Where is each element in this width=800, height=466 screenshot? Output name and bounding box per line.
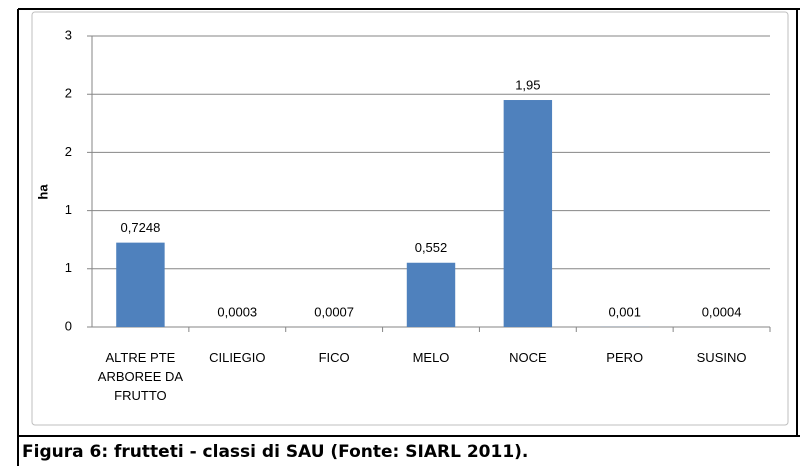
y-tick-label: 1 [65, 202, 72, 217]
data-label: 0,552 [415, 240, 448, 255]
data-label: 1,95 [515, 77, 540, 92]
bar [116, 242, 165, 327]
data-label: 0,0007 [314, 304, 354, 319]
data-label: 0,0003 [217, 304, 257, 319]
chart-area [31, 11, 789, 426]
y-tick-label: 2 [65, 86, 72, 101]
data-label: 0,001 [608, 304, 641, 319]
y-tick-label: 3 [65, 27, 72, 42]
bar [503, 100, 553, 328]
x-tick-label: ALTRE PTE ARBOREE DA FRUTTO [97, 350, 184, 403]
x-tick-label: SUSINO [696, 350, 747, 365]
data-label: 0,0004 [702, 304, 742, 319]
x-tick-label: MELO [412, 350, 450, 365]
data-label: 0,7248 [121, 220, 161, 235]
x-tick-label: FICO [318, 350, 350, 365]
chart-title: Figura 6: frutteti - classi di SAU (Font… [22, 442, 529, 462]
y-tick-label: 1 [65, 260, 72, 275]
x-tick-label: NOCE [509, 350, 547, 365]
y-tick-label: 2 [65, 144, 72, 159]
y-axis-label: ha [35, 184, 50, 200]
y-tick-label: 0 [65, 318, 72, 333]
x-tick-label: PERO [606, 350, 644, 365]
x-tick-label: CILIEGIO [209, 350, 266, 365]
bar [406, 262, 456, 327]
